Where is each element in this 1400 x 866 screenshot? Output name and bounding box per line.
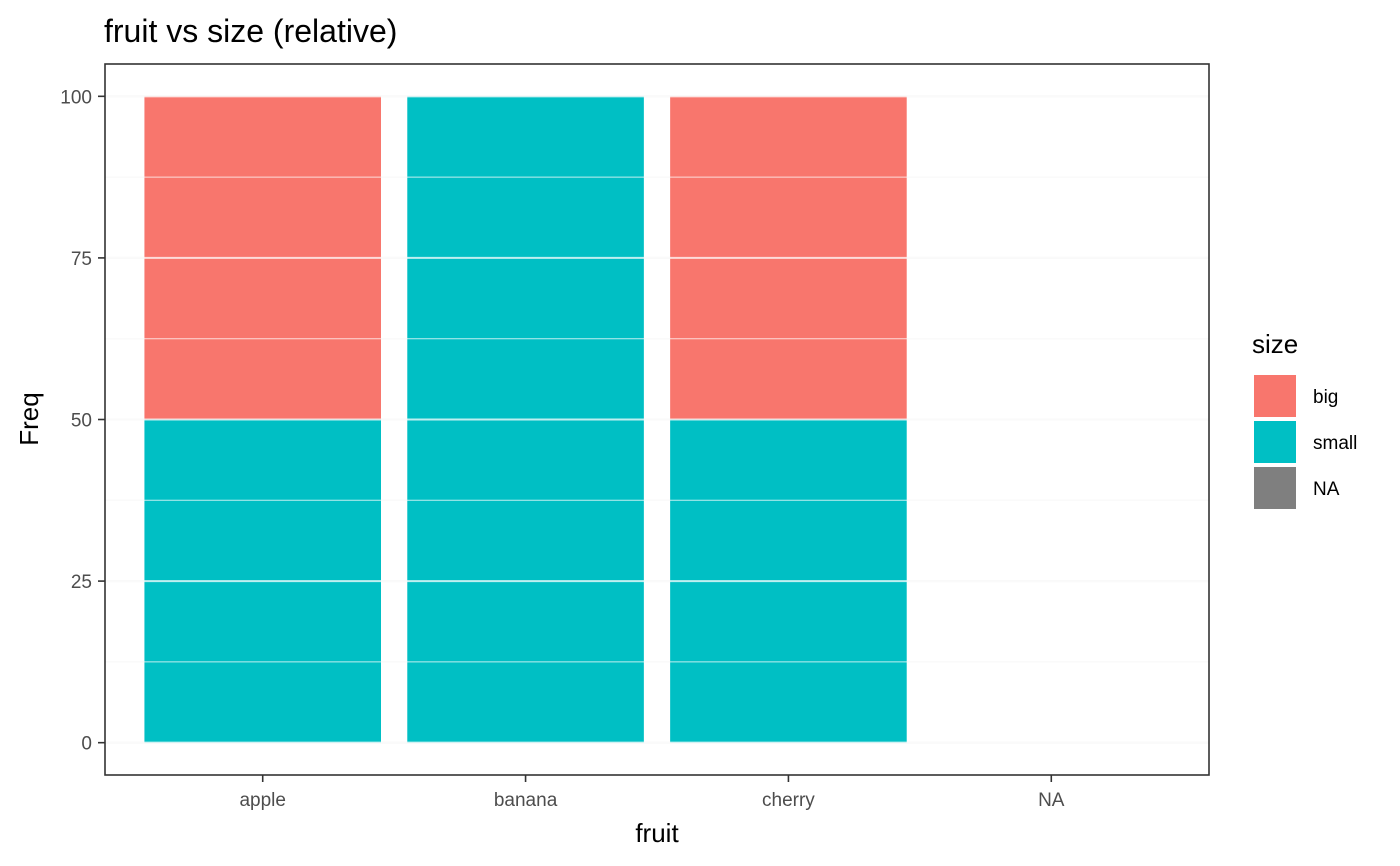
y-tick-label: 50 <box>71 411 92 432</box>
x-axis-title: fruit <box>635 818 679 848</box>
x-tick-label: NA <box>1038 790 1065 811</box>
x-tick-label: cherry <box>762 790 815 811</box>
chart-title: fruit vs size (relative) <box>104 13 397 49</box>
y-tick-label: 0 <box>81 734 92 755</box>
x-tick-label: banana <box>494 790 558 811</box>
x-axis: apple banana cherry NA <box>239 775 1065 811</box>
legend: size big small NA <box>1252 329 1357 509</box>
x-tick-label: apple <box>239 790 286 811</box>
y-axis-title: Freq <box>14 392 44 445</box>
legend-label-NA: NA <box>1313 479 1340 500</box>
legend-key-big <box>1254 375 1296 417</box>
y-axis: 0 25 50 75 100 <box>60 87 105 755</box>
bars <box>105 95 1209 744</box>
legend-label-small: small <box>1313 433 1357 454</box>
legend-title: size <box>1252 329 1298 359</box>
y-tick-label: 100 <box>60 87 92 108</box>
legend-label-big: big <box>1313 387 1338 408</box>
plot-panel <box>104 63 1210 776</box>
y-tick-label: 75 <box>71 249 92 270</box>
legend-key-NA <box>1254 467 1296 509</box>
legend-key-small <box>1254 421 1296 463</box>
y-tick-label: 25 <box>71 572 92 593</box>
